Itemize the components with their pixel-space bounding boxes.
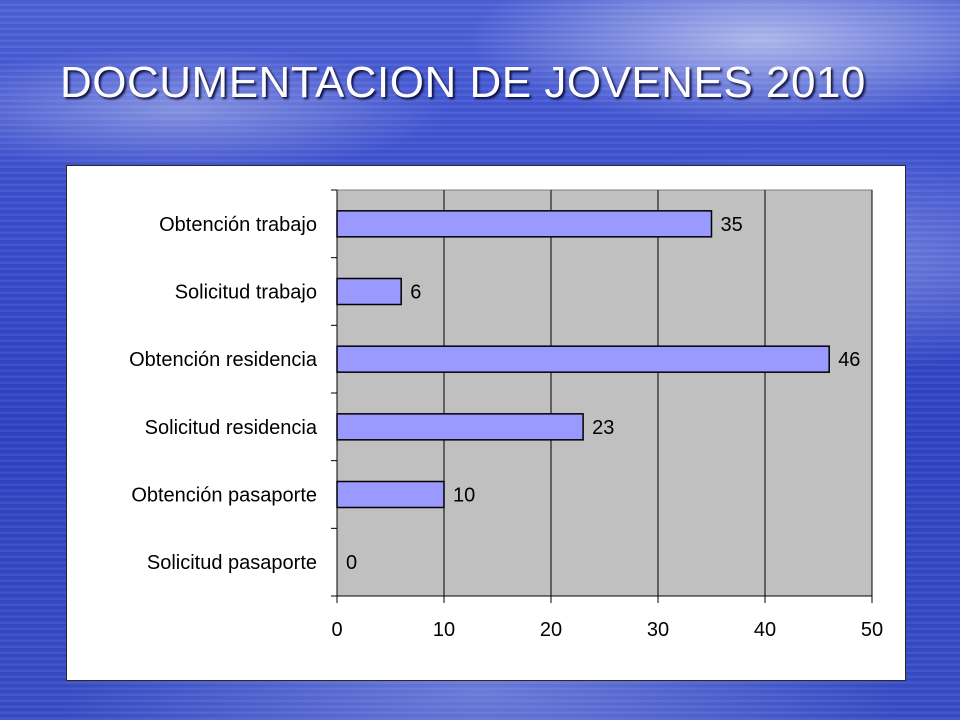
bar [336,277,402,306]
bar [336,413,584,441]
x-tick-label: 0 [331,619,342,641]
data-labels: 35 6 46 23 10 0 [346,214,860,574]
y-category-label: Obtención pasaporte [131,485,317,507]
data-label: 10 [453,485,475,507]
y-category-label: Solicitud residencia [145,417,318,439]
chart-frame: 0 10 20 30 40 50 Obtención trabajo Solicitud t… [66,165,906,681]
bar-chart: 0 10 20 30 40 50 Obtención trabajo Solicitud t… [129,189,883,641]
x-tick-label: 30 [647,619,669,641]
bar [336,210,713,238]
axes [331,189,873,603]
y-category-label: Obtención residencia [129,349,318,371]
y-category-label: Solicitud trabajo [175,282,317,304]
gridlines [443,190,873,596]
data-label: 35 [721,214,743,236]
slide-title: DOCUMENTACION DE JOVENES 2010 [60,58,866,107]
y-tick-labels: Obtención trabajo Solicitud trabajo Obtenc… [129,214,318,574]
x-tick-labels: 0 10 20 30 40 50 [331,619,883,641]
data-label: 0 [346,552,357,574]
x-tick-label: 20 [540,619,562,641]
data-label: 23 [592,417,614,439]
x-tick-label: 50 [861,619,883,641]
bar [336,480,445,509]
data-label: 46 [838,349,860,371]
y-category-label: Obtención trabajo [159,214,317,236]
plot-area [336,189,873,597]
x-tick-label: 10 [433,619,455,641]
x-tick-label: 40 [754,619,776,641]
bar [336,345,830,373]
y-category-label: Solicitud pasaporte [147,552,317,574]
data-label: 6 [410,282,421,304]
plot-background [336,189,873,597]
